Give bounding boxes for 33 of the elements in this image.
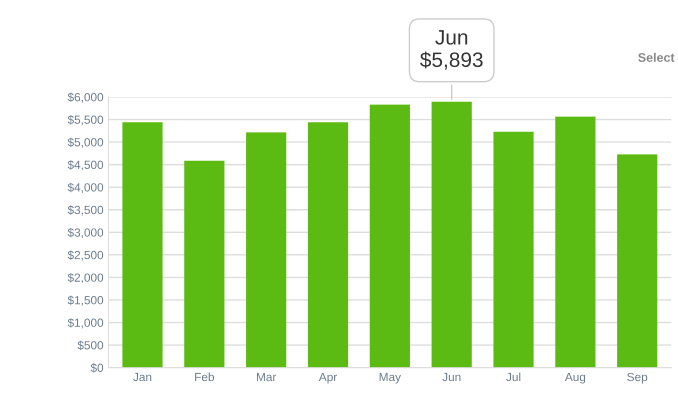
x-tick-label: Mar (256, 372, 276, 382)
y-tick-label: $0 (90, 363, 104, 373)
bar (184, 160, 224, 368)
x-tick-label: Aug (564, 372, 586, 384)
annotation: Jun $5,893 (420, 30, 483, 70)
bar (617, 154, 658, 368)
x-tick-label: Feb (195, 372, 214, 382)
y-tick-label: $2,000 (68, 272, 104, 284)
y-tick-label: $4,000 (68, 182, 104, 193)
bar (308, 122, 348, 368)
bar (370, 104, 410, 368)
x-tick-label: May (380, 372, 401, 384)
x-tick-label: Jul (506, 372, 520, 382)
y-tick-label: $5,500 (68, 115, 104, 126)
y-tick-label: $1,500 (68, 296, 104, 306)
y-tick-label: $1,000 (68, 318, 104, 328)
y-tick-label: $3,000 (68, 228, 104, 238)
y-tick-label: $3,500 (68, 205, 104, 216)
y-tick-label: $2,500 (68, 250, 104, 261)
bar (246, 132, 286, 368)
bar (122, 122, 163, 368)
x-tick-label: Jun (442, 372, 460, 382)
y-tick-label: $6,000 (68, 92, 104, 103)
bar (432, 102, 472, 368)
y-tick-label: $4,500 (68, 160, 104, 170)
x-tick-label: Jan (133, 372, 152, 382)
x-tick-label: Apr (318, 372, 337, 384)
text: Select (638, 52, 674, 62)
y-tick-label: $5,000 (68, 138, 104, 148)
bar (493, 132, 534, 368)
bar (555, 116, 596, 368)
x-tick-label: Sep (627, 372, 648, 384)
y-tick-label: $500 (77, 340, 104, 350)
